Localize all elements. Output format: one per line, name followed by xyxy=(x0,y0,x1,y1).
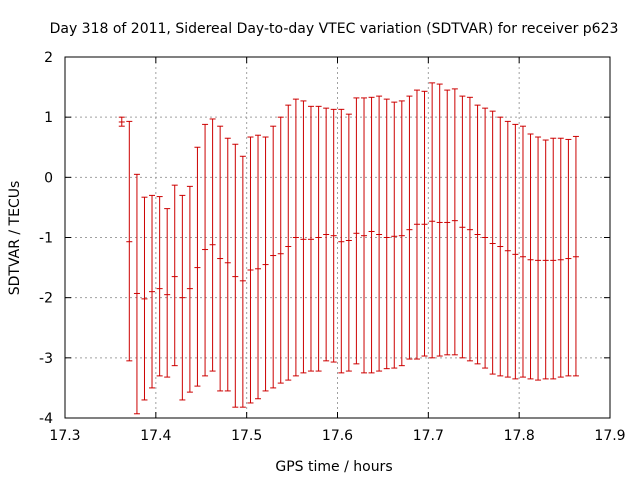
tick-labels: 17.3 17.4 17.5 17.6 17.7 17.8 17.9 2 1 0 -1 -2 -3 -4 xyxy=(39,50,626,444)
error-bar xyxy=(239,155,246,408)
error-bar xyxy=(466,96,473,362)
x-tick-label: 17.6 xyxy=(322,428,353,444)
y-tick-label: -1 xyxy=(39,231,53,247)
error-bar xyxy=(300,100,307,374)
error-bar xyxy=(368,96,375,374)
error-bar xyxy=(194,146,201,387)
y-tick-label: -4 xyxy=(39,411,53,427)
error-bar xyxy=(179,194,186,401)
plot-border xyxy=(64,56,611,419)
error-bar xyxy=(118,116,125,127)
error-bar xyxy=(542,139,549,380)
error-bar xyxy=(474,104,481,365)
error-bar xyxy=(429,82,436,359)
error-bar xyxy=(383,98,390,370)
error-bar xyxy=(451,88,458,356)
x-tick-label: 17.9 xyxy=(594,428,625,444)
error-bar xyxy=(519,125,526,378)
error-bar xyxy=(186,185,193,393)
x-tick-label: 17.3 xyxy=(49,428,80,444)
error-bar xyxy=(224,137,231,392)
error-bar xyxy=(133,173,140,415)
error-bar xyxy=(482,107,489,369)
error-bar xyxy=(323,107,330,362)
error-bar xyxy=(504,120,511,378)
error-bar xyxy=(391,101,398,369)
error-bar xyxy=(277,116,284,384)
y-axis-label: SDTVAR / TECUs xyxy=(7,181,23,296)
grid xyxy=(65,57,610,418)
error-bar xyxy=(406,95,413,360)
error-bar xyxy=(338,108,345,374)
x-tick-label: 17.5 xyxy=(231,428,262,444)
error-bar xyxy=(270,125,277,389)
error-bar xyxy=(126,120,133,362)
error-bar xyxy=(217,125,224,392)
error-bar xyxy=(436,83,443,357)
error-bar xyxy=(459,95,466,359)
x-axis-label: GPS time / hours xyxy=(275,459,392,475)
error-bar xyxy=(512,123,519,380)
chart-title: Day 318 of 2011, Sidereal Day-to-day VTE… xyxy=(50,21,619,37)
error-bar xyxy=(149,194,156,389)
error-bar xyxy=(307,105,314,372)
error-bar xyxy=(421,90,428,357)
error-bar xyxy=(141,196,148,401)
error-bar xyxy=(285,104,292,381)
error-bar xyxy=(255,134,262,400)
error-bar xyxy=(550,137,557,380)
error-bar xyxy=(557,137,564,378)
error-bar xyxy=(202,123,209,377)
y-tick-label: 2 xyxy=(44,50,53,66)
error-bar xyxy=(398,100,405,367)
error-bar xyxy=(315,105,322,372)
x-tick-label: 17.4 xyxy=(140,428,171,444)
error-bar xyxy=(330,108,337,363)
axes xyxy=(64,56,611,419)
error-bar xyxy=(497,116,504,377)
x-tick-label: 17.8 xyxy=(504,428,535,444)
y-tick-label: -2 xyxy=(39,291,53,307)
error-bar xyxy=(353,97,360,365)
error-bar xyxy=(444,89,451,356)
error-bar xyxy=(209,118,216,372)
error-bar xyxy=(376,95,383,372)
error-bar xyxy=(262,136,269,392)
error-bar xyxy=(361,97,368,374)
y-tick-label: 0 xyxy=(44,170,53,186)
x-tick-label: 17.7 xyxy=(413,428,444,444)
error-bar xyxy=(489,110,496,375)
error-bar xyxy=(156,196,163,377)
error-bar xyxy=(232,143,239,408)
y-tick-label: -3 xyxy=(39,351,53,367)
data-marks xyxy=(118,82,579,415)
error-bar xyxy=(413,89,420,360)
error-bar xyxy=(164,208,171,378)
error-bar xyxy=(572,135,579,377)
error-bar xyxy=(535,136,542,381)
error-bar xyxy=(565,138,572,377)
error-bar xyxy=(527,133,534,380)
error-bar xyxy=(171,184,178,367)
error-bar xyxy=(247,136,254,404)
error-bar xyxy=(292,98,299,377)
error-bar xyxy=(345,113,352,372)
y-tick-label: 1 xyxy=(44,110,53,126)
